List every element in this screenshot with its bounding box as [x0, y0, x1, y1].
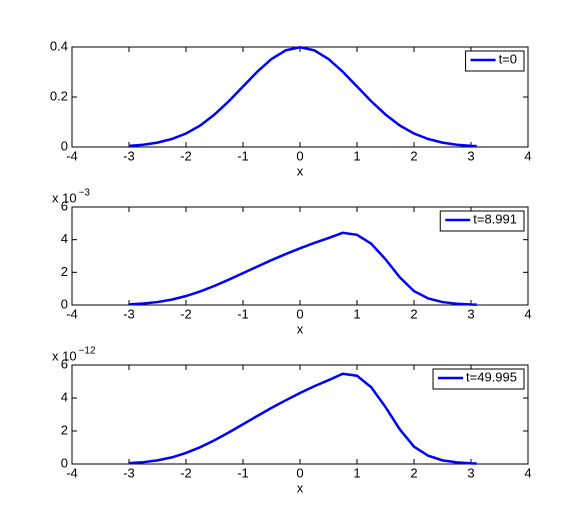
x-tick-label: 4	[524, 306, 531, 321]
x-tick-label: 3	[467, 148, 474, 163]
x-tick-label: -1	[237, 306, 249, 321]
axes-frame	[71, 46, 529, 148]
legend-label: t=8.991	[473, 211, 517, 226]
y-tick-label: 0.2	[50, 88, 68, 103]
x-tick-label: 0	[296, 148, 303, 163]
legend-label: t=49.995	[466, 369, 517, 384]
x-tick-label: 2	[410, 306, 417, 321]
legend: t=49.995	[432, 368, 525, 390]
x-tick-label: 4	[524, 148, 531, 163]
x-tick-label: -4	[66, 465, 78, 480]
y-offset-exponent: −3	[79, 188, 91, 199]
legend: t=0	[465, 50, 525, 72]
x-axis-label: x	[297, 163, 304, 178]
data-line	[128, 372, 477, 465]
x-tick-label: 2	[410, 148, 417, 163]
x-tick-label: 1	[353, 148, 360, 163]
legend-box	[432, 368, 525, 390]
x-tick-label: -2	[180, 148, 192, 163]
x-tick-label: -2	[180, 465, 192, 480]
x-tick-label: -2	[180, 306, 192, 321]
x-tick-label: -1	[237, 465, 249, 480]
x-tick-label: 1	[353, 306, 360, 321]
x-tick-label: -4	[66, 306, 78, 321]
x-tick-label: 0	[296, 465, 303, 480]
x-tick-label: -4	[66, 148, 78, 163]
y-tick-label: 6	[61, 356, 68, 371]
x-tick-label: -3	[123, 306, 135, 321]
x-tick-label: 4	[524, 465, 531, 480]
x-tick-label: -1	[237, 148, 249, 163]
y-tick-label: 4	[61, 231, 68, 246]
y-tick-label: 0	[61, 138, 68, 153]
x-tick-label: -3	[123, 465, 135, 480]
y-offset-label: x 10	[52, 348, 77, 363]
y-tick-label: 4	[61, 389, 68, 404]
y-offset-exponent: −12	[79, 346, 96, 357]
legend-box	[439, 210, 525, 232]
x-tick-label: 0	[296, 306, 303, 321]
x-tick-label: 3	[467, 465, 474, 480]
y-tick-label: 0	[61, 455, 68, 470]
legend: t=8.991	[439, 210, 525, 232]
y-tick-label: 2	[61, 422, 68, 437]
x-tick-label: 3	[467, 306, 474, 321]
x-axis-label: x	[297, 480, 304, 495]
x-tick-label: 2	[410, 465, 417, 480]
x-tick-label: -3	[123, 148, 135, 163]
y-tick-label: 0	[61, 296, 68, 311]
data-line	[128, 45, 477, 148]
data-line	[128, 231, 477, 306]
y-tick-label: 6	[61, 198, 68, 213]
x-tick-label: 1	[353, 465, 360, 480]
y-tick-label: 2	[61, 264, 68, 279]
legend-label: t=0	[499, 51, 517, 66]
x-axis-label: x	[297, 321, 304, 336]
y-tick-label: 0.4	[50, 38, 68, 53]
y-offset-label: x 10	[52, 190, 77, 205]
